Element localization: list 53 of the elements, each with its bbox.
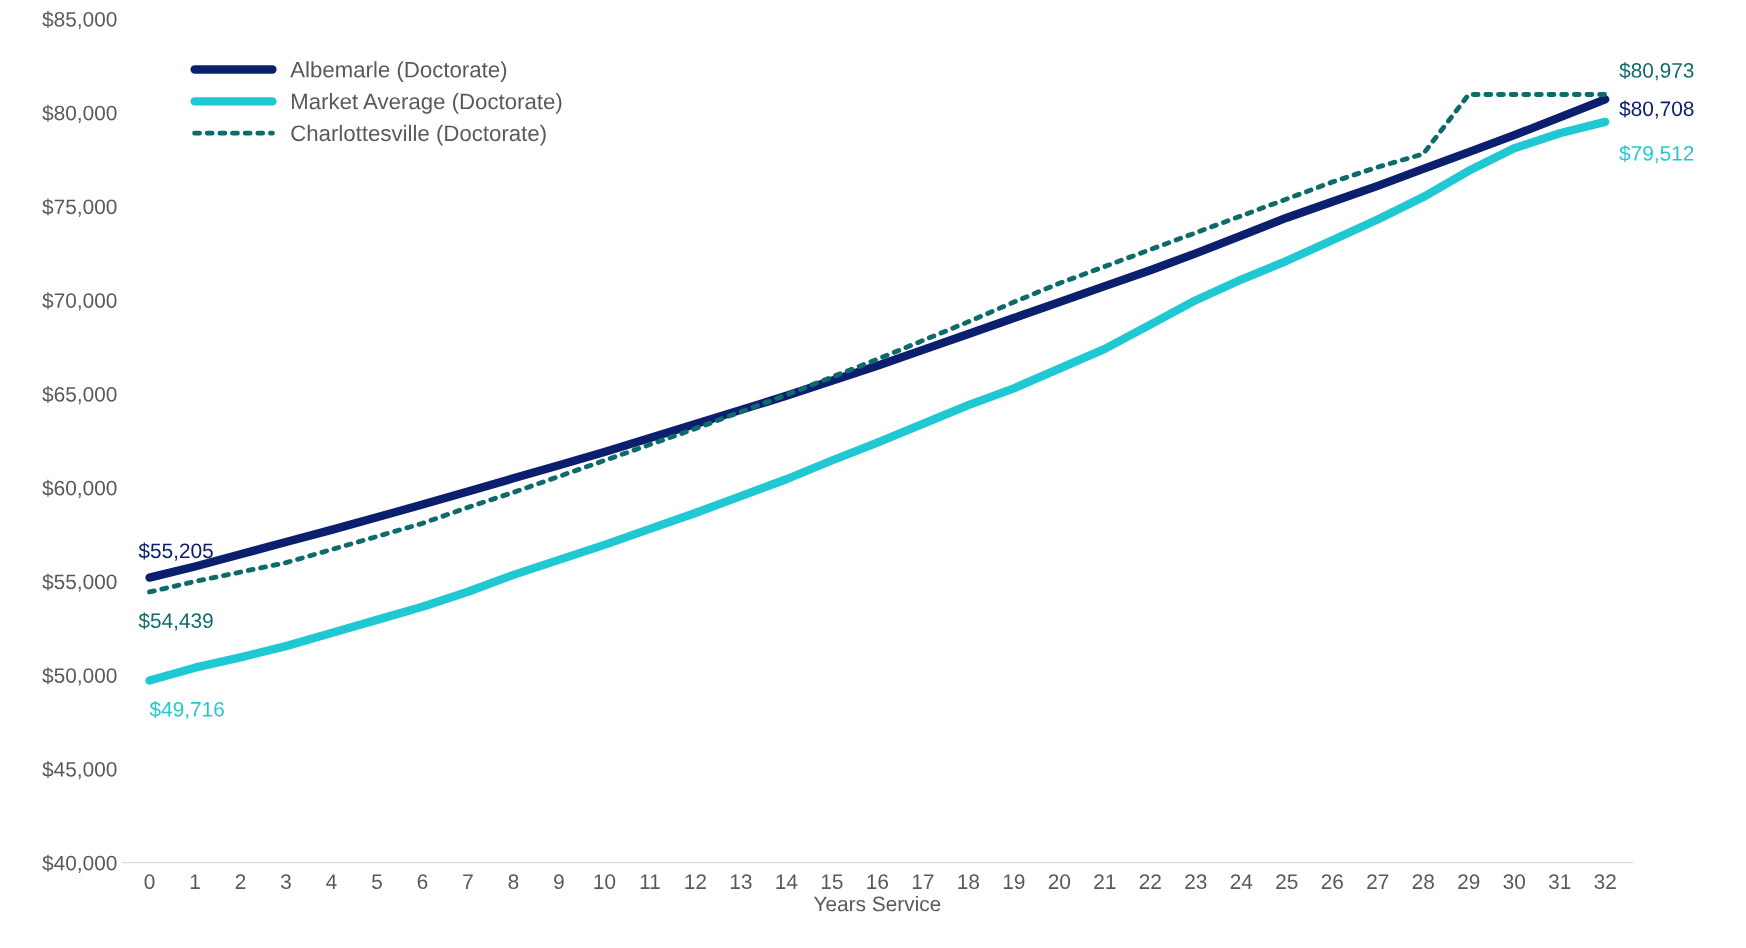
- x-tick-label: 5: [372, 874, 382, 890]
- annotation: $49,716: [149, 701, 224, 720]
- legend-label: Charlottesville (Doctorate): [291, 124, 546, 146]
- x-tick-label: 32: [1594, 874, 1616, 890]
- x-axis-title: Years Service: [813, 895, 941, 912]
- x-tick-label: 3: [280, 874, 291, 890]
- x-tick-label: 16: [867, 874, 889, 890]
- annotation: $79,512: [1619, 145, 1694, 164]
- x-tick-label: 27: [1367, 874, 1389, 889]
- x-tick-label: 24: [1230, 874, 1253, 889]
- x-tick-label: 17: [912, 874, 934, 889]
- legend-label: Albemarle (Doctorate): [290, 61, 507, 82]
- x-tick-label: 2: [235, 874, 246, 889]
- x-tick-label: 6: [417, 874, 428, 890]
- y-tick-label: $65,000: [42, 386, 117, 405]
- x-tick-label: 19: [1003, 874, 1025, 890]
- x-tick-label: 21: [1094, 874, 1116, 889]
- x-tick-label: 8: [508, 874, 519, 890]
- y-tick-label: $50,000: [42, 667, 117, 686]
- x-tick-label: 29: [1458, 874, 1480, 890]
- y-tick-label: $60,000: [42, 479, 117, 498]
- x-tick-label: 4: [326, 874, 337, 889]
- y-tick-label: $40,000: [42, 854, 117, 873]
- x-tick-label: 0: [144, 874, 155, 890]
- y-tick-label: $55,000: [42, 573, 117, 592]
- x-tick-label: 30: [1503, 874, 1526, 890]
- y-tick-label: $70,000: [42, 292, 117, 311]
- x-tick-label: 11: [640, 874, 660, 889]
- y-tick-label: $85,000: [42, 11, 117, 30]
- x-tick-label: 9: [554, 874, 564, 890]
- x-tick-label: 28: [1412, 874, 1434, 890]
- x-tick-label: 1: [190, 874, 200, 889]
- x-tick-label: 7: [463, 874, 473, 889]
- x-tick-label: 25: [1276, 874, 1298, 890]
- annotation: $55,205: [138, 542, 213, 561]
- annotation: $80,973: [1619, 62, 1694, 81]
- x-tick-label: 23: [1185, 874, 1207, 890]
- x-tick-label: 13: [730, 874, 752, 890]
- x-tick-label: 22: [1139, 874, 1161, 889]
- y-tick-label: $80,000: [42, 104, 117, 123]
- x-tick-label: 15: [821, 874, 843, 890]
- x-tick-label: 26: [1321, 874, 1343, 890]
- x-tick-label: 12: [685, 874, 706, 889]
- annotation: $54,439: [138, 612, 213, 631]
- x-tick-label: 10: [594, 874, 616, 890]
- legend-label: Market Average (Doctorate): [292, 93, 562, 114]
- x-tick-label: 18: [958, 874, 980, 890]
- y-tick-label: $75,000: [42, 198, 117, 217]
- x-tick-label: 14: [776, 874, 798, 889]
- x-tick-label: 31: [1548, 874, 1571, 890]
- x-tick-label: 20: [1048, 874, 1071, 890]
- y-tick-label: $45,000: [42, 761, 117, 780]
- annotation: $80,708: [1619, 100, 1694, 119]
